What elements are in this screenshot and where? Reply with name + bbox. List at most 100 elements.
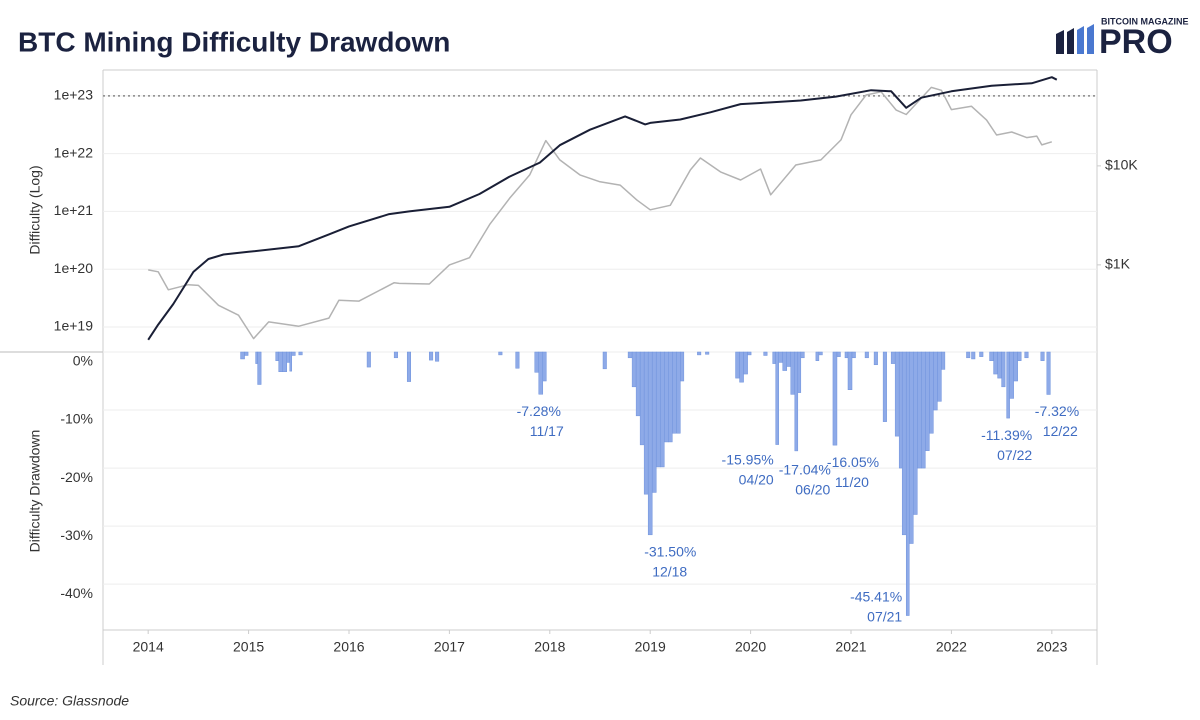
bar (1009, 351, 1014, 399)
bar (602, 351, 607, 370)
annotation-date: 07/22 (997, 447, 1032, 463)
y-tick-label: 1e+21 (54, 202, 94, 218)
x-tick-label: 2018 (534, 639, 565, 655)
bar (894, 351, 900, 437)
annotation-date: 04/20 (739, 471, 774, 487)
bar (244, 351, 249, 356)
bar (435, 351, 440, 362)
bar (782, 351, 788, 371)
bar (366, 351, 371, 368)
bar (937, 351, 942, 402)
bar (905, 351, 910, 616)
bar (847, 351, 853, 390)
bar (882, 351, 887, 422)
bar (635, 351, 641, 417)
bar (775, 351, 779, 445)
bar (643, 351, 649, 495)
bar (275, 351, 279, 361)
y-tick-label: -10% (60, 411, 93, 427)
bar (672, 351, 677, 434)
bar (966, 351, 971, 359)
bar (515, 351, 520, 369)
annotation-date: 11/20 (835, 474, 869, 490)
bar (680, 351, 685, 382)
annotation-date: 06/20 (795, 482, 830, 498)
line-series (147, 76, 1058, 341)
bar (735, 351, 740, 379)
bar (705, 351, 710, 355)
bar (1013, 351, 1018, 382)
bar (538, 351, 544, 395)
bar (933, 351, 938, 411)
bar (286, 351, 291, 363)
bar (542, 351, 547, 382)
logo-bar (1056, 30, 1064, 54)
logo-bar (1087, 24, 1094, 54)
bar (989, 351, 994, 361)
bar (913, 351, 918, 515)
bar (908, 351, 914, 544)
bar (739, 351, 744, 383)
bar (534, 351, 540, 373)
bar (1040, 351, 1045, 361)
bar (864, 351, 869, 359)
annotation-label: -7.32% (1035, 403, 1079, 419)
y-tick-label: 1e+23 (54, 87, 94, 103)
annotation-date: 11/17 (530, 423, 564, 439)
bar (647, 351, 653, 536)
logo-bar (1067, 28, 1074, 54)
bar (921, 351, 926, 469)
x-tick-label: 2022 (936, 639, 967, 655)
bar (1017, 351, 1022, 361)
bar (794, 351, 799, 452)
bar (925, 351, 930, 451)
bar (929, 351, 934, 434)
bar (627, 351, 633, 359)
y2-tick-label: $10K (1105, 157, 1138, 173)
annotation-label: -7.28% (517, 403, 561, 419)
y2-tick-label: $1K (1105, 256, 1131, 272)
x-tick-label: 2014 (133, 639, 164, 655)
brand-top: BITCOIN MAGAZINE (1101, 16, 1189, 26)
x-tick-label: 2020 (735, 639, 766, 655)
bar (772, 351, 776, 364)
annotation-label: -17.04% (779, 462, 831, 478)
bar (282, 351, 287, 372)
source: Source: Glassnode (10, 693, 129, 709)
bar (979, 351, 984, 357)
bar (844, 351, 849, 359)
bar (697, 351, 702, 356)
bar (778, 351, 783, 363)
bar (1001, 351, 1006, 388)
y-tick-label: 1e+22 (54, 144, 94, 160)
bar (997, 351, 1002, 379)
annotation-label: -31.50% (644, 544, 696, 560)
bar (639, 351, 645, 446)
bar (664, 351, 669, 443)
chart-title: BTC Mining Difficulty Drawdown (18, 26, 450, 57)
bar (298, 351, 303, 356)
bar (993, 351, 998, 375)
annotation-date: 07/21 (867, 608, 902, 624)
bar (743, 351, 748, 375)
bar (901, 351, 907, 536)
bar (790, 351, 796, 395)
bar (873, 351, 878, 366)
y-axis-title: Difficulty (Log) (27, 165, 43, 254)
annotation-date: 12/18 (652, 564, 687, 580)
bar (655, 351, 661, 468)
annotation-label: -45.41% (850, 588, 902, 604)
bar (786, 351, 792, 367)
bar (257, 351, 262, 385)
bar (898, 351, 903, 469)
bar (971, 351, 976, 360)
y-axis-title: Difficulty Drawdown (27, 430, 43, 553)
bar (832, 351, 838, 446)
bar (240, 351, 245, 360)
y-tick-label: 0% (73, 353, 93, 369)
bar (278, 351, 283, 372)
x-tick-label: 2023 (1036, 639, 1067, 655)
annotation-label: -16.05% (827, 454, 879, 470)
